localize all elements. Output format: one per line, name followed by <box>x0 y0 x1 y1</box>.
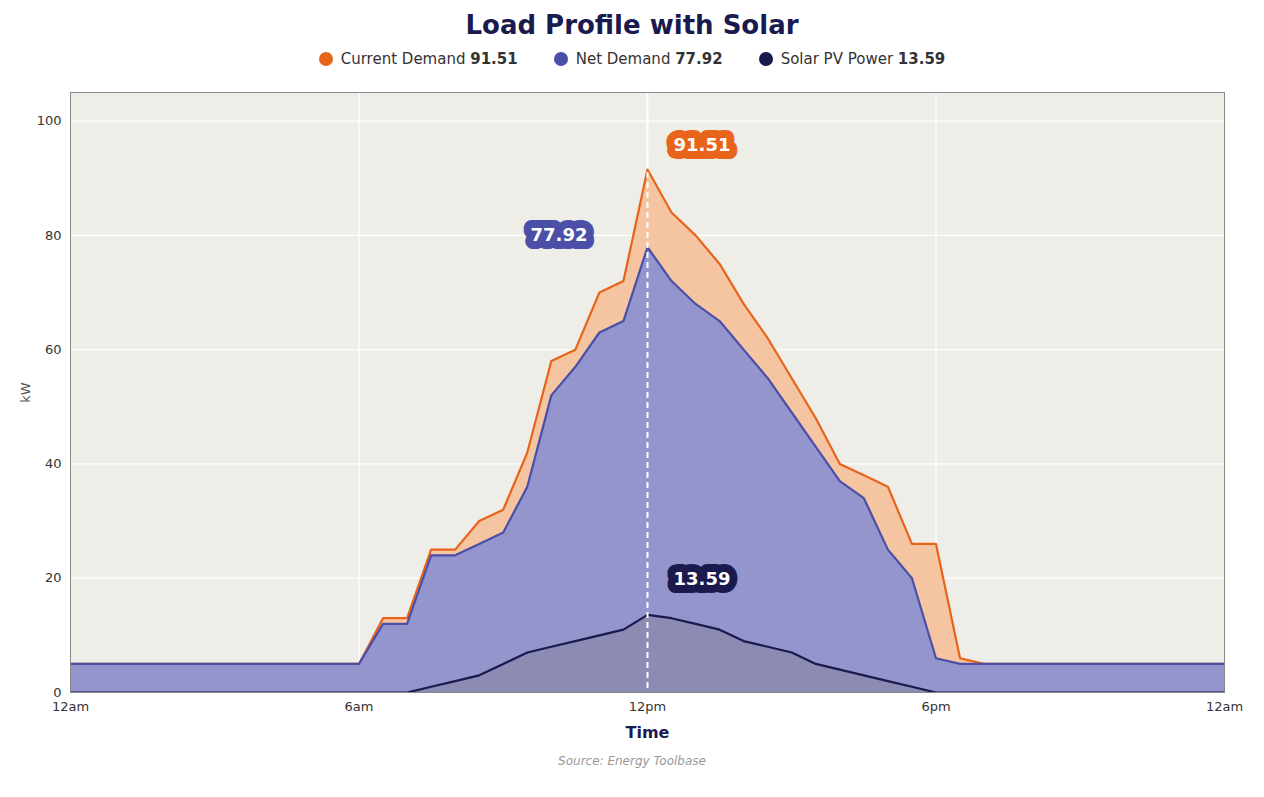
svg-text:60: 60 <box>45 342 62 357</box>
svg-text:12am: 12am <box>52 699 89 714</box>
svg-text:6pm: 6pm <box>921 699 950 714</box>
svg-text:13.59: 13.59 <box>674 568 731 589</box>
svg-text:80: 80 <box>45 228 62 243</box>
html-text:Net Demand 77.92: Net Demand 77.92 <box>575 50 723 68</box>
svg-text:100: 100 <box>37 113 62 128</box>
svg-text:40: 40 <box>45 456 62 471</box>
html-text:Current Demand 91.51: Current Demand 91.51 <box>340 50 518 68</box>
html-text:Solar PV Power 13.59: Solar PV Power 13.59 <box>780 50 946 68</box>
svg-text:Time: Time <box>626 723 670 742</box>
svg-text:12pm: 12pm <box>629 699 666 714</box>
svg-text:77.92: 77.92 <box>531 224 588 245</box>
html-text:Load Profile with Solar: Load Profile with Solar <box>465 10 799 40</box>
svg-text:12am: 12am <box>1206 699 1243 714</box>
svg-text:20: 20 <box>45 570 62 585</box>
svg-text:kW: kW <box>18 382 33 403</box>
svg-text:6am: 6am <box>345 699 374 714</box>
html-text:Source: Energy Toolbase: Source: Energy Toolbase <box>558 754 706 768</box>
svg-text:0: 0 <box>53 685 61 700</box>
svg-text:91.51: 91.51 <box>674 134 731 155</box>
